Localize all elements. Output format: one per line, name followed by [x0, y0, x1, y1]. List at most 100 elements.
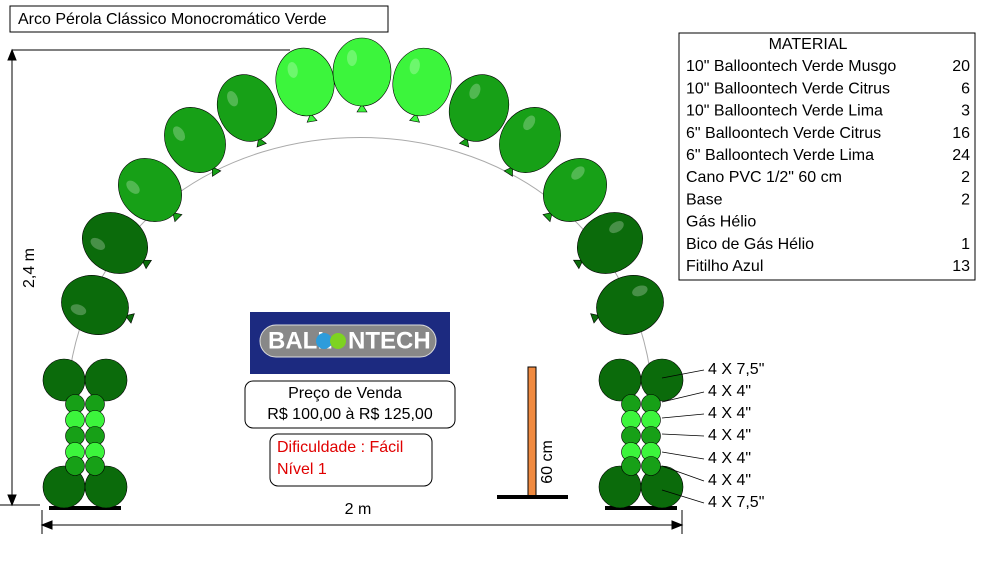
column-label: 4 X 4"	[708, 405, 751, 422]
balloon	[164, 107, 226, 177]
material-name: 6" Balloontech Verde Lima	[686, 147, 874, 164]
difficulty-level: Dificuldade : Fácil	[277, 439, 403, 456]
material-name: 6" Balloontech Verde Citrus	[686, 125, 881, 142]
balloon-knot	[256, 137, 267, 148]
title: Arco Pérola Clássico Monocromático Verde	[18, 11, 327, 28]
balloon-body	[82, 212, 148, 274]
balloon-body	[61, 275, 129, 335]
price-box	[244, 380, 456, 429]
balloon-shine	[609, 221, 624, 234]
balloon-knot	[306, 112, 318, 123]
balloon-body	[543, 158, 607, 222]
balloon-shine	[126, 180, 140, 194]
column-label: 4 X 4"	[708, 427, 751, 444]
material-name: 10" Balloontech Verde Lima	[686, 103, 883, 120]
balloon	[216, 74, 278, 148]
material-qty: 2	[961, 169, 970, 186]
difficulty-grade: Nível 1	[277, 461, 327, 478]
balloon-shine	[90, 237, 106, 250]
column-label: 4 X 4"	[708, 383, 751, 400]
balloon-shine	[409, 58, 420, 75]
balloon-knot	[356, 103, 368, 113]
leader-line	[661, 489, 705, 504]
price-label: Preço de Venda	[288, 385, 402, 402]
width-arrows	[40, 520, 684, 530]
material-name: Cano PVC 1/2" 60 cm	[686, 169, 842, 186]
column-small-balloon	[641, 456, 661, 476]
material-name: Fitilho Azul	[686, 258, 763, 275]
column-balloon	[640, 358, 684, 402]
material-qty: 2	[961, 191, 970, 208]
balloon	[392, 47, 452, 123]
column-balloon	[42, 358, 86, 402]
balloon-shine	[70, 304, 87, 316]
dimensions	[0, 48, 684, 534]
balloon-body	[577, 212, 643, 274]
column-small-balloon	[621, 456, 641, 476]
logo-o	[316, 333, 332, 349]
balloon-body	[499, 107, 561, 173]
balloon-shine	[469, 83, 481, 99]
column-label: 4 X 7,5"	[708, 494, 764, 511]
balloon-body	[392, 47, 452, 117]
material-box	[678, 32, 976, 281]
material-qty: 13	[952, 258, 970, 275]
leader-line	[661, 451, 705, 460]
column-small-balloon	[85, 456, 105, 476]
column-balloon	[84, 465, 128, 509]
balloon-shine	[523, 115, 536, 131]
balloon-knot	[172, 212, 183, 223]
balloon-shine	[287, 62, 298, 78]
balloon	[61, 275, 135, 335]
material-qty: 16	[952, 125, 970, 142]
balloon	[542, 158, 607, 223]
column-small-balloon	[65, 456, 85, 476]
balloon-knot	[409, 112, 420, 123]
balloon-knot	[572, 259, 584, 270]
material-qty: 6	[961, 80, 970, 97]
balloon-shine	[172, 126, 186, 141]
height-arrows	[7, 48, 17, 507]
price-range: R$ 100,00 à R$ 125,00	[267, 406, 433, 423]
balloon-knot	[503, 166, 513, 177]
leader-line	[661, 369, 705, 379]
balloon-shine	[571, 166, 585, 180]
material-qty: 1	[961, 236, 970, 253]
leader-line	[661, 465, 705, 482]
leader-line	[661, 413, 705, 419]
material-name: 10" Balloontech Verde Musgo	[686, 58, 896, 75]
material-qty: 3	[961, 103, 970, 120]
balloon-shine	[227, 90, 239, 107]
balloon	[499, 107, 561, 177]
material-name: Bico de Gás Hélio	[686, 236, 814, 253]
material-name: 10" Balloontech Verde Citrus	[686, 80, 890, 97]
balloon-body	[164, 107, 226, 173]
balloon-body	[448, 74, 510, 142]
balloon	[82, 212, 152, 274]
balloon-shine	[347, 50, 357, 66]
height-label: 2,4 m	[21, 248, 38, 288]
logo-pill	[259, 324, 437, 358]
logo-right: NTECH	[348, 327, 431, 354]
balloon	[448, 74, 510, 148]
column-balloon	[598, 358, 642, 402]
leader-line	[661, 433, 705, 437]
balloon	[118, 158, 183, 223]
balloon-body	[332, 37, 392, 107]
balloon	[332, 37, 392, 113]
column-label: 4 X 4"	[708, 472, 751, 489]
material-qty: 20	[952, 58, 970, 75]
pvc-pole	[527, 366, 537, 498]
material-qty: 24	[952, 147, 970, 164]
material-name: Base	[686, 191, 723, 208]
balloon-body	[216, 74, 278, 142]
balloon-knot	[542, 212, 553, 223]
balloon-body	[118, 158, 182, 222]
balloon-knot	[458, 137, 470, 148]
balloon	[572, 212, 643, 274]
column-label: 4 X 7,5"	[708, 361, 764, 378]
title-box	[9, 5, 389, 33]
material-name: Gás Hélio	[686, 214, 756, 231]
balloon	[590, 275, 664, 335]
